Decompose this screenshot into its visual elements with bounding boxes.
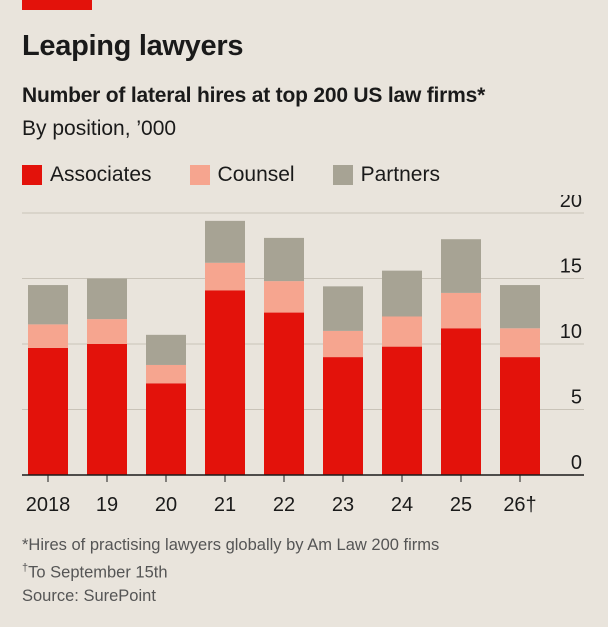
bar-partners: [323, 286, 363, 331]
chart-units: By position, ’000: [22, 117, 177, 140]
footnote-date-text: To September 15th: [28, 563, 168, 582]
legend-label-associates: Associates: [50, 163, 152, 186]
bar-associates: [500, 357, 540, 475]
footnote-dagger: †: [22, 562, 29, 574]
legend: Associates Counsel Partners: [22, 163, 478, 187]
bar-partners: [28, 285, 68, 325]
x-tick-label: 21: [214, 494, 236, 516]
bar-counsel: [264, 281, 304, 313]
y-tick-label: 15: [560, 256, 582, 278]
bar-partners: [146, 334, 186, 365]
x-tick-label: 25: [450, 494, 472, 516]
bar-counsel: [323, 330, 363, 358]
legend-item-associates: Associates: [22, 163, 152, 187]
legend-item-partners: Partners: [332, 163, 440, 187]
bar-partners: [382, 270, 422, 317]
bar-counsel: [146, 364, 186, 384]
footnote-source: Source: SurePoint: [22, 586, 156, 605]
x-tick-label: 26†: [503, 494, 536, 516]
bar-counsel: [441, 292, 481, 329]
legend-item-counsel: Counsel: [189, 163, 295, 187]
legend-label-partners: Partners: [360, 163, 440, 186]
bar-counsel: [28, 324, 68, 348]
footnote-date: †To September 15th: [22, 557, 439, 585]
y-tick-label: 0: [571, 452, 582, 474]
y-tick-label: 20: [560, 195, 582, 212]
bar-associates: [28, 347, 68, 475]
chart-subtitle: Number of lateral hires at top 200 US la…: [22, 84, 486, 107]
bar-partners: [205, 220, 245, 263]
bar-associates: [87, 344, 127, 475]
footnotes: *Hires of practising lawyers globally by…: [22, 534, 439, 608]
bar-counsel: [205, 262, 245, 291]
bar-partners: [87, 278, 127, 320]
x-tick-label: 2018: [26, 494, 71, 516]
legend-swatch-associates: [22, 165, 42, 185]
legend-swatch-counsel: [189, 165, 210, 185]
bar-partners: [441, 239, 481, 293]
brand-tag: [22, 0, 92, 10]
x-tick-label: 20: [155, 494, 177, 516]
x-tick-label: 24: [391, 494, 413, 516]
bar-associates: [441, 328, 481, 475]
y-tick-label: 10: [560, 321, 582, 343]
bar-associates: [323, 357, 363, 475]
y-tick-label: 5: [571, 387, 582, 409]
footnote-hires: *Hires of practising lawyers globally by…: [22, 536, 440, 554]
bar-associates: [264, 312, 304, 475]
bar-counsel: [382, 316, 422, 347]
bar-associates: [382, 346, 422, 475]
x-tick-label: 23: [332, 494, 354, 516]
bar-partners: [264, 237, 304, 282]
x-tick-label: 22: [273, 494, 295, 516]
legend-swatch-partners: [332, 165, 353, 185]
bar-associates: [205, 290, 245, 475]
legend-label-counsel: Counsel: [217, 163, 295, 186]
bar-chart: 0 5 10 15 20 2018 19 20 21 22 23 24 25 26†: [22, 195, 584, 516]
bar-associates: [146, 383, 186, 475]
chart-title: Leaping lawyers: [22, 30, 244, 62]
bar-counsel: [500, 328, 540, 358]
bar-counsel: [87, 319, 127, 344]
bar-partners: [500, 285, 540, 329]
x-tick-label: 19: [96, 494, 118, 516]
